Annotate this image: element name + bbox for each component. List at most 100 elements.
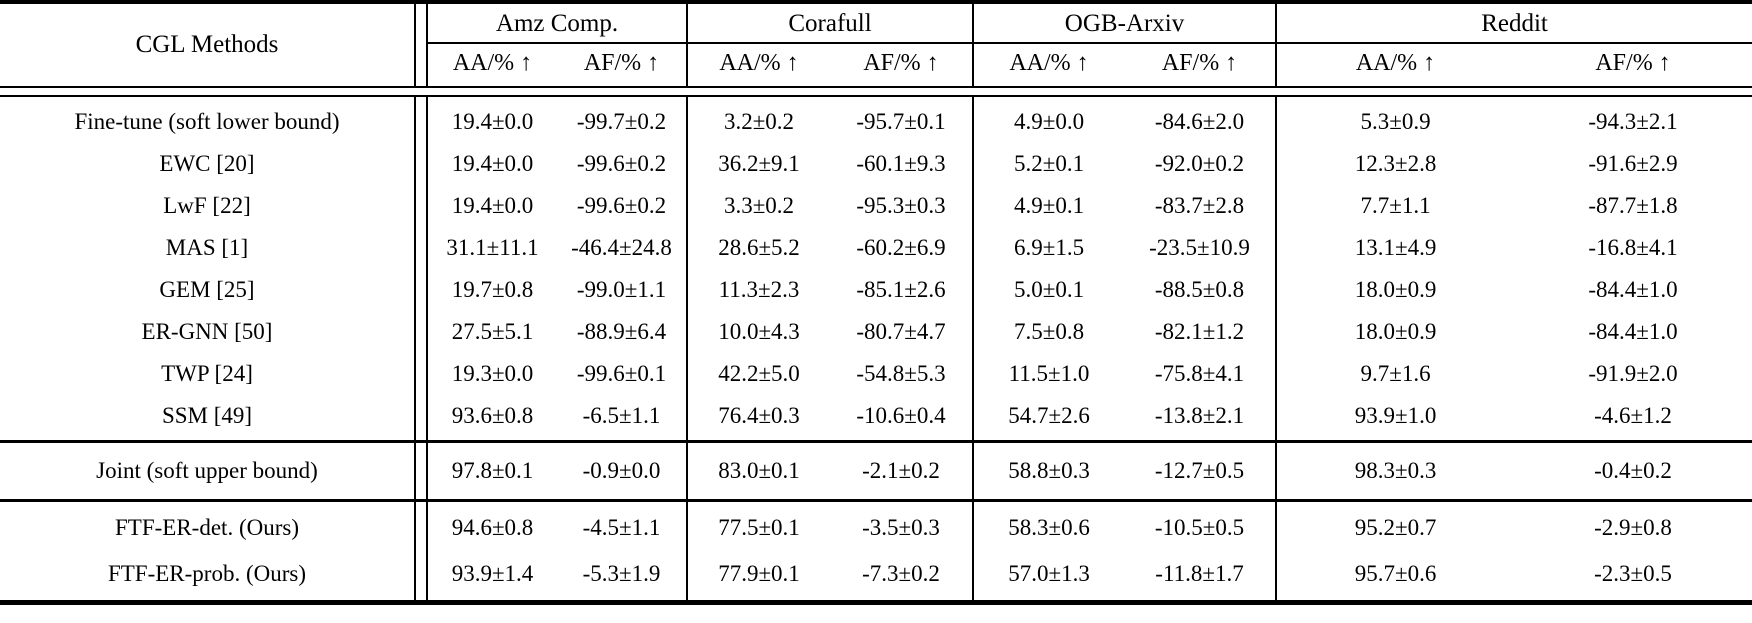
value-cell: -23.5±10.9 bbox=[1124, 227, 1278, 269]
value-cell: -99.6±0.2 bbox=[557, 143, 688, 185]
value-cell: 19.4±0.0 bbox=[451, 151, 534, 176]
table-row: SSM [49] 93.6±0.8 -6.5±1.1 76.4±0.3 -10.6±0.… bbox=[0, 395, 1752, 442]
value-cell: -54.8±5.3 bbox=[830, 353, 975, 395]
baseline-methods-section: Fine-tune (soft lower bound) 19.4±0.0 -99.… bbox=[0, 96, 1752, 442]
value-cell: 54.7±2.6 bbox=[1008, 403, 1090, 428]
table-row: FTF-ER-prob. (Ours) 93.9±1.4 -5.3±1.9 77.9±… bbox=[0, 551, 1752, 603]
value-cell: 18.0±0.9 bbox=[1354, 319, 1437, 344]
value-cell: -99.0±1.1 bbox=[557, 269, 688, 311]
method-name: FTF-ER-det. (Ours) bbox=[115, 515, 299, 540]
value-cell: -12.7±0.5 bbox=[1124, 441, 1278, 501]
table-row: FTF-ER-det. (Ours) 94.6±0.8 -4.5±1.1 77.5±0… bbox=[0, 500, 1752, 551]
value-cell: -80.7±4.7 bbox=[830, 311, 975, 353]
value-cell: 31.1±11.1 bbox=[446, 235, 539, 260]
value-cell: 36.2±9.1 bbox=[718, 151, 800, 176]
metric-header-aa: AA/% ↑ bbox=[452, 50, 533, 76]
value-cell: 12.3±2.8 bbox=[1354, 151, 1437, 176]
table-row: TWP [24] 19.3±0.0 -99.6±0.1 42.2±5.0 -54.8±5… bbox=[0, 353, 1752, 395]
double-rule-separator bbox=[0, 86, 1752, 97]
table-row: EWC [20] 19.4±0.0 -99.6±0.2 36.2±9.1 -60.1±9… bbox=[0, 143, 1752, 185]
value-cell: 5.0±0.1 bbox=[1013, 277, 1085, 302]
value-cell: -95.3±0.3 bbox=[830, 185, 975, 227]
table-row: LwF [22] 19.4±0.0 -99.6±0.2 3.3±0.2 -95.3±0.… bbox=[0, 185, 1752, 227]
value-cell: 57.0±1.3 bbox=[1008, 561, 1090, 586]
method-name: Fine-tune (soft lower bound) bbox=[74, 109, 340, 134]
value-cell: -4.5±1.1 bbox=[557, 500, 688, 551]
value-cell: -92.0±0.2 bbox=[1124, 143, 1278, 185]
value-cell: -60.2±6.9 bbox=[830, 227, 975, 269]
value-cell: -13.8±2.1 bbox=[1124, 395, 1278, 442]
value-cell: -83.7±2.8 bbox=[1124, 185, 1278, 227]
table-row: Fine-tune (soft lower bound) 19.4±0.0 -99.… bbox=[0, 96, 1752, 143]
value-cell: -99.6±0.2 bbox=[557, 185, 688, 227]
value-cell: -75.8±4.1 bbox=[1124, 353, 1278, 395]
value-cell: -99.7±0.2 bbox=[557, 96, 688, 143]
value-cell: 5.2±0.1 bbox=[1013, 151, 1085, 176]
value-cell: -46.4±24.8 bbox=[557, 227, 688, 269]
metric-header-aa: AA/% ↑ bbox=[1355, 50, 1436, 76]
value-cell: -91.6±2.9 bbox=[1588, 151, 1678, 176]
value-cell: 28.6±5.2 bbox=[718, 235, 800, 260]
table-header: CGL Methods Amz Comp. Corafull OGB-Arxiv… bbox=[0, 2, 1752, 87]
value-cell: -99.6±0.1 bbox=[557, 353, 688, 395]
value-cell: 95.2±0.7 bbox=[1354, 515, 1437, 540]
table-row: GEM [25] 19.7±0.8 -99.0±1.1 11.3±2.3 -85.1±2… bbox=[0, 269, 1752, 311]
double-vline bbox=[414, 96, 428, 143]
value-cell: -60.1±9.3 bbox=[830, 143, 975, 185]
value-cell: -91.9±2.0 bbox=[1588, 361, 1678, 386]
method-name: SSM [49] bbox=[161, 403, 253, 428]
value-cell: -7.3±0.2 bbox=[830, 551, 975, 603]
value-cell: 3.2±0.2 bbox=[723, 109, 795, 134]
double-vline bbox=[414, 353, 428, 395]
double-vline bbox=[414, 311, 428, 353]
value-cell: 19.4±0.0 bbox=[451, 109, 534, 134]
value-cell: 13.1±4.9 bbox=[1354, 235, 1437, 260]
value-cell: -87.7±1.8 bbox=[1588, 193, 1678, 218]
value-cell: 7.5±0.8 bbox=[1013, 319, 1085, 344]
value-cell: 95.7±0.6 bbox=[1354, 561, 1437, 586]
metric-header-row: AA/% ↑ AF/% ↑ AA/% ↑ AF/% ↑ AA/% ↑ AF/% … bbox=[0, 43, 1752, 87]
value-cell: -84.6±2.0 bbox=[1124, 96, 1278, 143]
value-cell: 77.9±0.1 bbox=[718, 561, 800, 586]
value-cell: -10.6±0.4 bbox=[830, 395, 975, 442]
value-cell: 4.9±0.0 bbox=[1013, 109, 1085, 134]
metric-header-af: AF/% ↑ bbox=[557, 43, 688, 87]
method-name: Joint (soft upper bound) bbox=[96, 458, 318, 483]
value-cell: -2.9±0.8 bbox=[1594, 515, 1672, 540]
double-vline bbox=[414, 2, 428, 87]
value-cell: -84.4±1.0 bbox=[1588, 319, 1678, 344]
value-cell: -10.5±0.5 bbox=[1124, 500, 1278, 551]
value-cell: 10.0±4.3 bbox=[718, 319, 800, 344]
value-cell: 93.9±1.4 bbox=[451, 561, 534, 586]
method-name: ER-GNN [50] bbox=[141, 319, 273, 344]
value-cell: 9.7±1.6 bbox=[1360, 361, 1431, 386]
method-name: MAS [1] bbox=[165, 235, 249, 260]
value-cell: -88.9±6.4 bbox=[557, 311, 688, 353]
value-cell: -95.7±0.1 bbox=[830, 96, 975, 143]
value-cell: -2.3±0.5 bbox=[1594, 561, 1672, 586]
double-vline bbox=[414, 395, 428, 442]
value-cell: -16.8±4.1 bbox=[1588, 235, 1678, 260]
value-cell: -94.3±2.1 bbox=[1588, 109, 1678, 134]
value-cell: 83.0±0.1 bbox=[718, 458, 800, 483]
value-cell: 58.8±0.3 bbox=[1008, 458, 1090, 483]
value-cell: 19.4±0.0 bbox=[451, 193, 534, 218]
joint-section: Joint (soft upper bound) 97.8±0.1 -0.9±0.0… bbox=[0, 441, 1752, 501]
value-cell: 98.3±0.3 bbox=[1354, 458, 1437, 483]
value-cell: 58.3±0.6 bbox=[1008, 515, 1090, 540]
method-name: LwF [22] bbox=[163, 193, 251, 218]
double-vline bbox=[414, 441, 428, 501]
value-cell: 19.7±0.8 bbox=[451, 277, 534, 302]
method-name: EWC [20] bbox=[159, 151, 255, 176]
value-cell: -3.5±0.3 bbox=[830, 500, 975, 551]
value-cell: 27.5±5.1 bbox=[451, 319, 534, 344]
group-header-ogb-arxiv: OGB-Arxiv bbox=[973, 2, 1278, 44]
method-name: GEM [25] bbox=[159, 277, 255, 302]
value-cell: -6.5±1.1 bbox=[557, 395, 688, 442]
column-header-cgl-methods: CGL Methods bbox=[135, 31, 279, 58]
group-header-amz-comp: Amz Comp. bbox=[427, 2, 688, 44]
table-row: Joint (soft upper bound) 97.8±0.1 -0.9±0.0… bbox=[0, 441, 1752, 501]
value-cell: -82.1±1.2 bbox=[1124, 311, 1278, 353]
value-cell: 3.3±0.2 bbox=[723, 193, 795, 218]
table-row: MAS [1] 31.1±11.1 -46.4±24.8 28.6±5.2 -60.2±… bbox=[0, 227, 1752, 269]
